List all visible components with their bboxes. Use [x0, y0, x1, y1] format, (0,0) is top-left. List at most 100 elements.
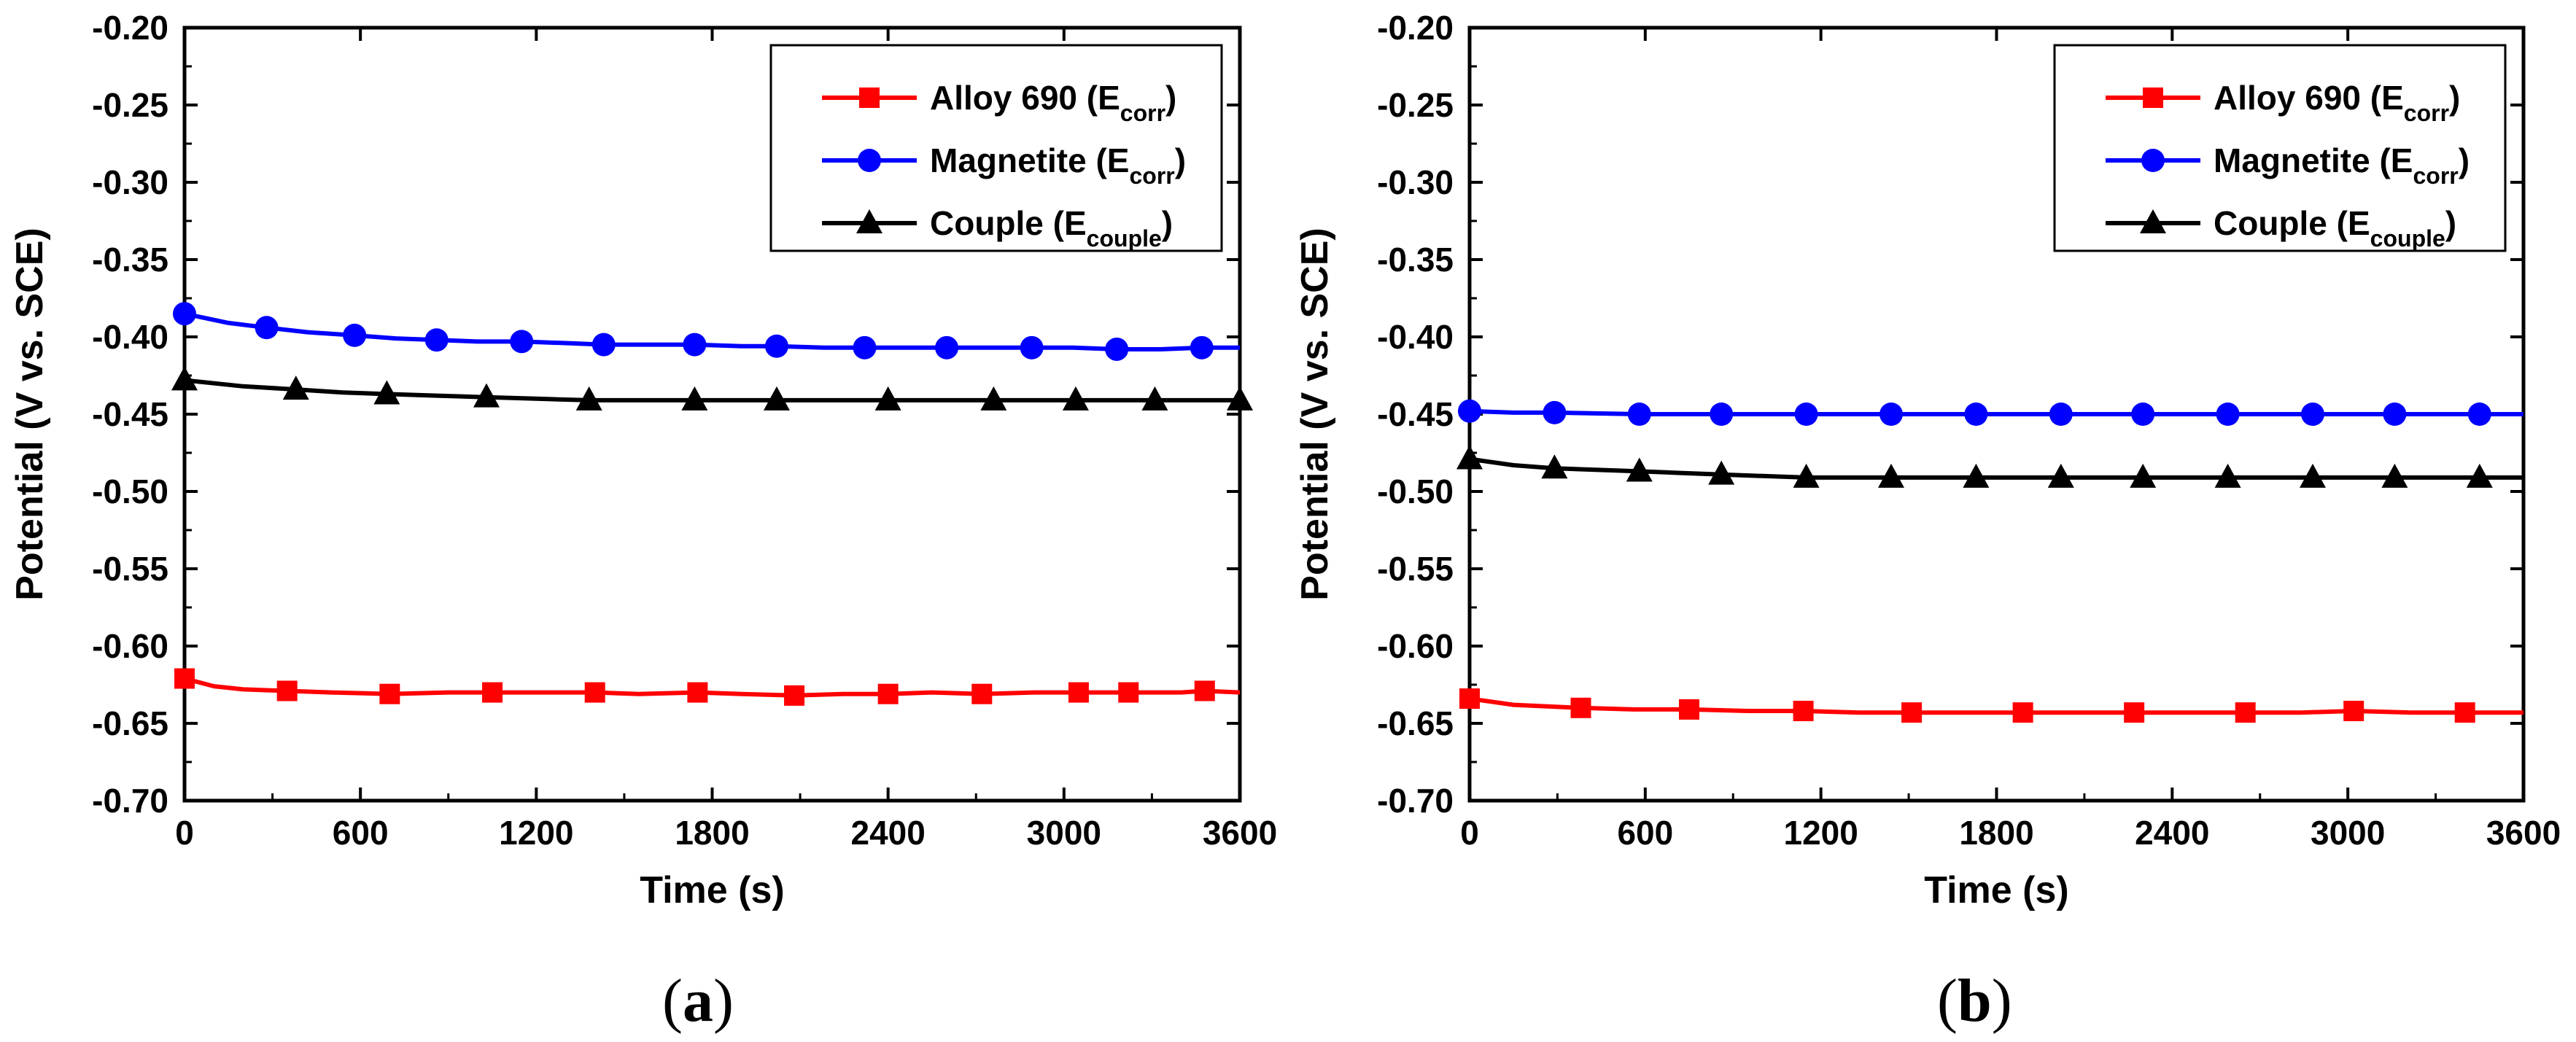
panel-b-x-tick-label: 1200: [1783, 814, 1858, 852]
panel-b-y-tick-label: -0.70: [1377, 782, 1454, 820]
panel-b-series-couple-ecouple: [1456, 445, 2523, 488]
panel-a-series-alloy-690-ecorr-marker: [877, 683, 899, 704]
panel-a-legend-entry-alloy-690-ecorr-label: Alloy 690 (Ecorr): [930, 79, 1176, 126]
panel-b-x-tick-label: 3600: [2486, 814, 2561, 852]
panel-a-legend-entry-couple-ecouple-swatch-marker: [856, 209, 882, 233]
panel-a-series-magnetite-ecorr-marker: [424, 328, 449, 352]
panel-a-series-magnetite-ecorr-marker: [1190, 335, 1214, 359]
panel-a-y-tick-label: -0.35: [92, 241, 168, 279]
panel-a-series-alloy-690-ecorr-marker: [971, 683, 993, 704]
panel-b-series-magnetite-ecorr-marker: [2301, 403, 2324, 426]
panel-b-legend-entry-alloy-690-ecorr: Alloy 690 (Ecorr): [2106, 79, 2460, 126]
panel-a-series-couple-ecouple-marker: [1141, 386, 1168, 411]
panel-b-series-alloy-690-ecorr-marker: [1679, 699, 1700, 720]
panel-b-y-tick-label: -0.45: [1377, 395, 1454, 433]
panel-b-y-tick-label: -0.55: [1377, 550, 1454, 588]
panel-a-legend-entry-magnetite-ecorr-label-sub: corr: [1129, 163, 1174, 189]
panel-b-series-magnetite-ecorr-marker: [2383, 403, 2407, 426]
panel-b-legend-entry-couple-ecouple: Couple (Ecouple): [2106, 204, 2456, 252]
panel-a-series-alloy-690-ecorr-marker: [1068, 682, 1089, 703]
panel-b-y-tick-label: -0.50: [1377, 473, 1454, 510]
panel-b-x-tick-label: 2400: [2135, 814, 2209, 852]
panel-b-series-magnetite-ecorr-marker: [2216, 403, 2240, 426]
panel-a-legend-entry-alloy-690-ecorr-label-sub: corr: [1120, 100, 1165, 126]
panel-a-legend-entry-magnetite-ecorr-label: Magnetite (Ecorr): [930, 141, 1186, 189]
panel-b-series-alloy-690-ecorr-marker: [2454, 702, 2475, 723]
panel-b-series-alloy-690-ecorr-marker: [1901, 702, 1923, 723]
panel-a-legend: Alloy 690 (Ecorr) Magnetite (Ecorr) Couple…: [769, 44, 1223, 252]
panel-b-panel-label-close: ): [1992, 967, 2012, 1035]
panel-b-series-couple-ecouple-marker: [1626, 457, 1653, 482]
panel-b-legend-entry-couple-ecouple-label-end: ): [2445, 204, 2456, 242]
panel-a-series-alloy-690-ecorr: [174, 668, 1241, 706]
panel-b-series-alloy-690-ecorr-marker: [1459, 688, 1480, 709]
panel-a-series-couple-ecouple-marker: [575, 386, 602, 411]
panel-b-x-tick-label: 1800: [1959, 814, 2033, 852]
panel-a-series-magnetite-ecorr-marker: [510, 330, 534, 354]
panel-a-x-axis-title: Time (s): [640, 869, 784, 911]
panel-b-x-tick-label: 3000: [2311, 814, 2385, 852]
panel-b-y-tick-label: -0.65: [1377, 704, 1454, 742]
panel-a-series-couple-ecouple-marker: [980, 386, 1007, 411]
panel-b-series-couple-ecouple-marker: [1793, 463, 1820, 488]
panel-a-series-magnetite-ecorr-marker: [853, 335, 877, 359]
panel-b-legend-entry-alloy-690-ecorr-swatch-marker: [2143, 88, 2163, 108]
panel-a-y-tick-label: -0.25: [92, 86, 168, 124]
panel-a-y-axis-title: Potential (V vs. SCE): [9, 228, 51, 600]
panel-a-legend-entry-couple-ecouple-label: Couple (Ecouple): [930, 204, 1173, 252]
panel-a-y-tick-label: -0.60: [92, 627, 168, 665]
panel-a-legend-entry-alloy-690-ecorr: Alloy 690 (Ecorr): [822, 79, 1176, 126]
panel-b-series-couple-ecouple-marker: [2381, 463, 2408, 488]
panel-b-series-couple-ecouple-marker: [2130, 463, 2157, 488]
panel-a-x-tick-label: 1800: [675, 814, 749, 852]
panel-b-legend: Alloy 690 (Ecorr) Magnetite (Ecorr) Couple…: [2053, 44, 2507, 252]
panel-b-series-magnetite-ecorr-marker: [1964, 403, 1988, 426]
panel-b-series-magnetite-ecorr-line: [1469, 408, 2523, 416]
panel-b-series-alloy-690-ecorr-marker: [1570, 697, 1591, 718]
panel-b-y-tick-label: -0.60: [1377, 627, 1454, 665]
panel-b-series-couple-ecouple-marker: [2214, 463, 2241, 488]
panel-b-series-couple-ecouple-marker: [2047, 463, 2074, 488]
panel-b-legend-entry-magnetite-ecorr-label-main: Magnetite (E: [2214, 141, 2413, 179]
panel-b-legend-entry-alloy-690-ecorr-label: Alloy 690 (Ecorr): [2214, 79, 2460, 126]
panel-a-series-alloy-690-ecorr-marker: [784, 685, 805, 706]
panel-a-series-magnetite-ecorr-marker: [591, 333, 616, 357]
panel-a-x-tick-label: 1200: [499, 814, 573, 852]
panel-a-series-alloy-690-ecorr-marker: [687, 682, 708, 703]
panel-b-y-axis-title: Potential (V vs. SCE): [1294, 228, 1336, 600]
panel-a-y-tick-label: -0.30: [92, 163, 168, 201]
panel-b-series-alloy-690-ecorr-marker: [2124, 702, 2145, 723]
panel-a-y-tick-label: -0.20: [92, 9, 168, 47]
panel-a-panel-label-close: ): [713, 967, 734, 1035]
panel-a-series-alloy-690-ecorr-marker: [174, 668, 195, 689]
panel-b-series-magnetite-ecorr-marker: [1710, 403, 1734, 426]
panel-a-series-magnetite-ecorr-marker: [764, 334, 788, 358]
panel-b-panel-label-open: (: [1937, 967, 1958, 1035]
panel-b-legend-entry-magnetite-ecorr: Magnetite (Ecorr): [2106, 141, 2470, 189]
panel-b-x-tick-label: 0: [1460, 814, 1479, 852]
chart-a: -0.70 -0.65 -0.60 -0.55 -0.50 -0.45 -0.40 -0.35…: [9, 9, 1277, 1035]
panel-a-y-tick-label: -0.50: [92, 473, 168, 510]
panel-b-series-couple-ecouple-marker: [1963, 463, 1990, 488]
panel-b-y-tick-label: -0.25: [1377, 86, 1454, 124]
panel-a-series-magnetite-ecorr-marker: [255, 316, 279, 340]
panel-b-series-magnetite-ecorr-marker: [1627, 403, 1651, 426]
panel-a-legend-entry-couple-ecouple-label-main: Couple (E: [930, 204, 1087, 242]
panel-b-series-magnetite-ecorr-marker: [2131, 403, 2155, 426]
panel-a-panel-label-letter: a: [683, 967, 713, 1035]
panel-a-series-alloy-690-ecorr-marker: [482, 682, 503, 703]
panel-a-y-tick-label: -0.70: [92, 782, 168, 820]
panel-b-series-couple-ecouple-line: [1469, 456, 2523, 480]
panel-b-x-tick-label: 600: [1617, 814, 1673, 852]
panel-a-x-tick-label: 600: [333, 814, 389, 852]
panel-b-legend-entry-magnetite-ecorr-swatch-marker: [2141, 149, 2165, 172]
panel-a-legend-entry-magnetite-ecorr-label-main: Magnetite (E: [930, 141, 1129, 179]
panel-a-legend-entry-magnetite-ecorr: Magnetite (Ecorr): [822, 141, 1186, 189]
panel-a-y-tick-label: -0.45: [92, 395, 168, 433]
chart-b: -0.70 -0.65 -0.60 -0.55 -0.50 -0.45 -0.40 -0.35…: [1294, 9, 2561, 1035]
panel-a-series-couple-ecouple-marker: [1227, 386, 1253, 411]
panel-b-series-alloy-690-ecorr-marker: [1793, 701, 1814, 722]
panel-a-series-couple-ecouple-marker: [763, 386, 790, 411]
panel-b-legend-entry-couple-ecouple-label: Couple (Ecouple): [2214, 204, 2456, 252]
